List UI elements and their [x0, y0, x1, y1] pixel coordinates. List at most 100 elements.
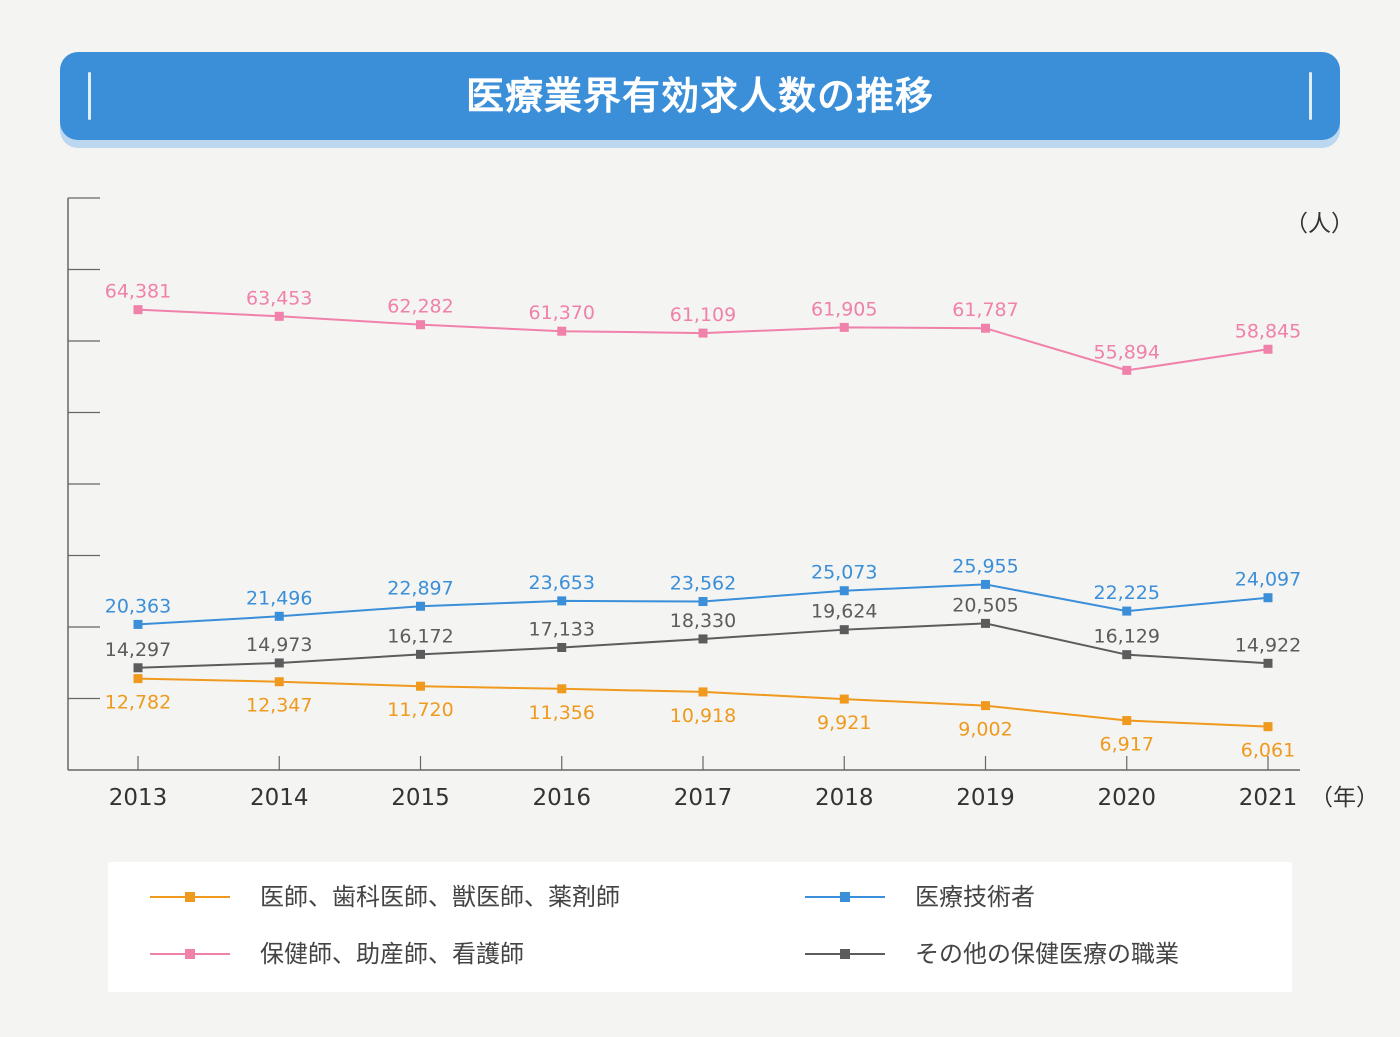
data-label: 9,002: [958, 719, 1012, 741]
data-label: 61,109: [670, 304, 736, 326]
data-point-marker: [274, 677, 284, 687]
data-label: 16,129: [1094, 626, 1160, 648]
x-axis-unit-label: （年）: [1310, 785, 1379, 811]
data-point-marker: [839, 694, 849, 704]
data-point-marker: [133, 305, 143, 315]
legend-swatch-medical-technicians: [805, 892, 885, 902]
data-label: 12,347: [246, 695, 312, 717]
x-tick-label: 2017: [674, 785, 733, 811]
data-label: 63,453: [246, 287, 312, 309]
data-label: 58,845: [1235, 320, 1301, 342]
data-point-marker: [1122, 650, 1132, 660]
data-label: 14,297: [105, 639, 171, 661]
legend-label: 保健師、助産師、看護師: [260, 940, 524, 968]
data-point-marker: [839, 625, 849, 635]
data-label: 16,172: [387, 625, 453, 647]
legend-marker: [840, 949, 850, 959]
x-tick-label: 2021: [1239, 785, 1298, 811]
data-point-marker: [698, 597, 708, 607]
x-tick-label: 2018: [815, 785, 874, 811]
data-point-marker: [557, 684, 567, 694]
data-label: 23,653: [529, 572, 595, 594]
data-label: 11,720: [387, 699, 453, 721]
data-point-marker: [1263, 658, 1273, 668]
data-point-marker: [981, 618, 990, 628]
data-point-marker: [557, 326, 567, 336]
data-label: 17,133: [529, 618, 595, 640]
data-label: 22,897: [387, 577, 453, 599]
data-point-marker: [416, 320, 425, 330]
data-label: 18,330: [670, 610, 736, 632]
data-point-marker: [698, 328, 708, 338]
legend-marker: [185, 949, 195, 959]
data-point-marker: [839, 586, 849, 596]
data-label: 11,356: [529, 702, 595, 724]
data-label: 19,624: [811, 601, 877, 623]
data-point-marker: [274, 658, 284, 668]
data-point-marker: [416, 681, 425, 691]
data-point-marker: [416, 601, 425, 611]
data-point-marker: [1263, 722, 1273, 732]
data-label: 21,496: [246, 587, 312, 609]
data-point-marker: [981, 701, 990, 711]
data-point-marker: [1122, 716, 1132, 726]
data-label: 22,225: [1094, 582, 1160, 604]
title-accent-left: [88, 72, 91, 120]
data-label: 20,363: [105, 595, 171, 617]
data-point-marker: [1122, 606, 1132, 616]
data-label: 64,381: [105, 281, 171, 303]
data-label: 20,505: [952, 594, 1018, 616]
data-point-marker: [133, 674, 143, 684]
data-label: 61,787: [952, 299, 1018, 321]
data-point-marker: [1122, 365, 1132, 375]
legend-marker: [185, 892, 195, 902]
legend-label: 医師、歯科医師、獣医師、薬剤師: [260, 883, 620, 911]
data-label: 23,562: [670, 573, 736, 595]
data-label: 25,955: [952, 555, 1018, 577]
data-label: 24,097: [1235, 569, 1301, 591]
x-tick-label: 2016: [532, 785, 591, 811]
data-point-marker: [416, 649, 425, 659]
data-point-marker: [1263, 344, 1273, 354]
line-chart: 2013 2014 2015 2016 2017 2018 2019 2020 2021 （人） （…: [67, 197, 1379, 811]
data-point-marker: [557, 642, 567, 652]
data-point-marker: [698, 687, 708, 697]
legend-label: 医療技術者: [915, 883, 1035, 911]
y-axis-unit-label: （人）: [1285, 211, 1354, 237]
legend-swatch-nurses: [150, 949, 230, 959]
data-point-marker: [981, 579, 990, 589]
data-label: 14,973: [246, 634, 312, 656]
title-banner: 医療業界有効求人数の推移: [60, 52, 1340, 140]
data-point-marker: [274, 311, 284, 321]
data-label: 61,905: [811, 298, 877, 320]
x-tick-label: 2020: [1097, 785, 1156, 811]
data-point-marker: [839, 322, 849, 332]
data-label: 6,917: [1100, 734, 1154, 756]
data-label: 9,921: [817, 712, 871, 734]
data-label: 10,918: [670, 705, 736, 727]
data-label: 12,782: [105, 692, 171, 714]
chart-title: 医療業界有効求人数の推移: [465, 74, 934, 118]
legend-label: その他の保健医療の職業: [915, 940, 1179, 968]
data-label: 6,061: [1241, 740, 1295, 762]
legend-swatch-other-health: [805, 949, 885, 959]
data-point-marker: [133, 619, 143, 629]
data-label: 25,073: [811, 562, 877, 584]
data-label: 55,894: [1094, 341, 1160, 363]
x-tick-label: 2014: [250, 785, 309, 811]
data-point-marker: [698, 634, 708, 644]
x-tick-label: 2019: [956, 785, 1015, 811]
title-accent-right: [1309, 72, 1312, 120]
chart-legend: 医師、歯科医師、獣医師、薬剤師 医療技術者 保健師、助産師、看護師 その他の保健…: [108, 862, 1292, 992]
legend-swatch-doctors: [150, 892, 230, 902]
data-point-marker: [981, 323, 990, 333]
x-tick-label: 2013: [109, 785, 168, 811]
data-label: 62,282: [387, 296, 453, 318]
x-tick-label: 2015: [391, 785, 450, 811]
data-label: 61,370: [529, 302, 595, 324]
data-point-marker: [274, 611, 284, 621]
data-point-marker: [1263, 593, 1273, 603]
legend-marker: [840, 892, 850, 902]
data-label: 14,922: [1235, 634, 1301, 656]
data-point-marker: [557, 596, 567, 606]
